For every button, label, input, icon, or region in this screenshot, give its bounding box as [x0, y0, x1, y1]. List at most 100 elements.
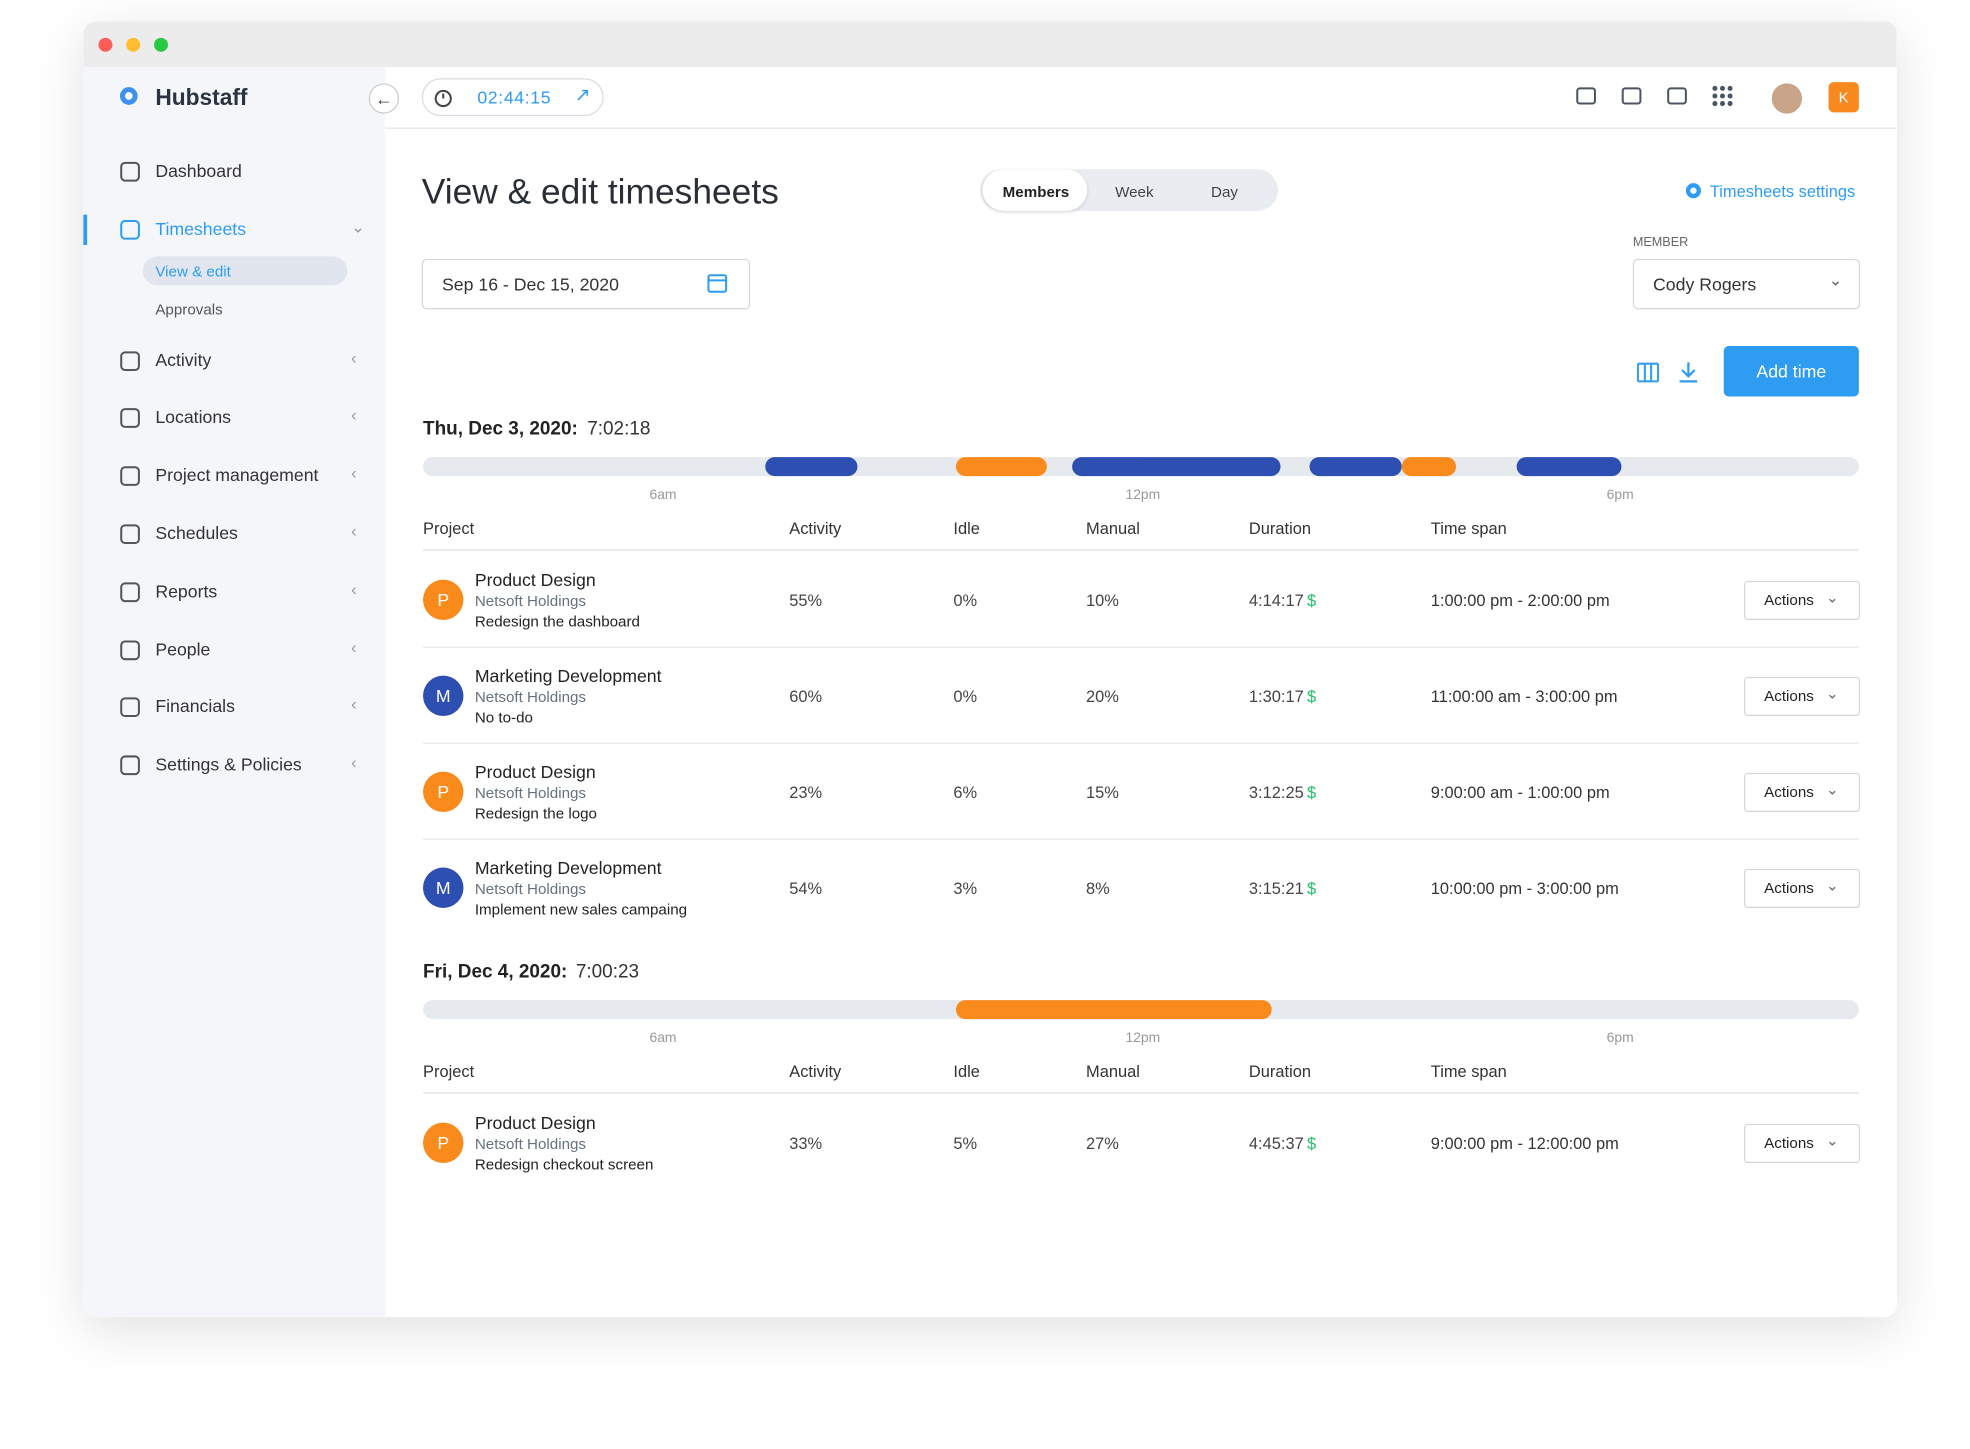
- timeline-label: 6pm: [1606, 1030, 1634, 1046]
- nav-icon: [120, 755, 140, 776]
- collapse-button[interactable]: ←: [368, 83, 400, 114]
- column-header: Project: [423, 1062, 475, 1081]
- timeline-label: 12pm: [1125, 487, 1161, 503]
- timer: 02:44:15: [477, 87, 552, 108]
- billable-indicator: $: [1307, 590, 1317, 610]
- nav-chevron: ‹: [351, 463, 357, 483]
- idle: 3%: [953, 878, 978, 898]
- manual: 15%: [1086, 782, 1119, 802]
- duration: 3:12:25: [1248, 782, 1304, 802]
- timer-open[interactable]: ↗: [574, 84, 591, 107]
- nav-item[interactable]: Activity: [155, 349, 212, 371]
- actions-label[interactable]: Actions: [1764, 686, 1814, 705]
- timeline-segment[interactable]: [765, 457, 858, 477]
- nav-icon: [120, 466, 140, 486]
- actions-label[interactable]: Actions: [1764, 1134, 1814, 1152]
- download-icon: [1679, 362, 1698, 383]
- nav-item[interactable]: Schedules: [155, 522, 238, 544]
- column-header: Time span: [1430, 1062, 1507, 1081]
- timeline-segment[interactable]: [1516, 457, 1622, 477]
- actions-button[interactable]: [1743, 772, 1861, 812]
- view-tab[interactable]: Members: [1002, 183, 1070, 201]
- manual: 20%: [1086, 686, 1119, 706]
- task-name: No to-do: [474, 708, 533, 727]
- nav-chevron: ‹: [351, 521, 357, 541]
- member-chevron: ⌄: [1828, 270, 1843, 290]
- row-divider: [423, 742, 1859, 744]
- settings-link[interactable]: Timesheets settings: [1709, 181, 1856, 201]
- column-header: Duration: [1248, 1062, 1311, 1081]
- timer-pill: [421, 78, 604, 117]
- close-dot[interactable]: [98, 37, 113, 52]
- subnav-item[interactable]: View & edit: [155, 262, 231, 281]
- activity: 23%: [789, 782, 823, 802]
- brand-name: Hubstaff: [155, 84, 248, 110]
- day-total: 7:00:23: [575, 961, 640, 983]
- nav-item[interactable]: People: [155, 638, 211, 660]
- nav-item[interactable]: Reports: [155, 580, 218, 602]
- nav-item[interactable]: Dashboard: [155, 160, 242, 181]
- subnav-item[interactable]: Approvals: [155, 300, 223, 319]
- actions-button[interactable]: [1743, 580, 1861, 621]
- time-span: 9:00:00 pm - 12:00:00 pm: [1430, 1134, 1619, 1153]
- title-bar: [83, 21, 1897, 67]
- day-date: Fri, Dec 4, 2020:: [423, 961, 568, 983]
- project-avatar: P: [423, 579, 464, 621]
- actions-button[interactable]: [1743, 868, 1861, 908]
- project-avatar: M: [423, 867, 464, 908]
- nav-icon: [120, 351, 140, 372]
- nav-chevron: ‹: [351, 348, 357, 368]
- minimize-dot[interactable]: [126, 37, 141, 52]
- active-indicator: [83, 214, 88, 245]
- nav-chevron: ‹: [351, 405, 357, 425]
- billable-indicator: $: [1307, 878, 1317, 898]
- time-span: 9:00:00 am - 1:00:00 pm: [1430, 782, 1610, 802]
- billable-indicator: $: [1307, 1134, 1317, 1153]
- timeline-segment[interactable]: [1072, 457, 1281, 477]
- user-photo[interactable]: [1771, 83, 1803, 114]
- client-name: Netsoft Holdings: [474, 784, 587, 802]
- nav-item[interactable]: Timesheets: [155, 218, 247, 239]
- task-name: Redesign checkout screen: [474, 1155, 654, 1174]
- task-name: Redesign the logo: [474, 804, 597, 823]
- sidebar: [83, 66, 386, 1318]
- timeline-label: 6pm: [1606, 487, 1634, 503]
- org-avatar[interactable]: K: [1828, 82, 1859, 113]
- actions-label[interactable]: Actions: [1764, 782, 1814, 801]
- activity: 55%: [789, 590, 823, 610]
- project-avatar: P: [423, 771, 464, 812]
- column-header: Time span: [1430, 519, 1507, 538]
- nav-item[interactable]: Settings & Policies: [155, 753, 302, 775]
- calendar-icon: [707, 274, 728, 293]
- timer-icon: [434, 89, 452, 108]
- day-date: Thu, Dec 3, 2020:: [423, 417, 578, 440]
- nav-item[interactable]: Financials: [155, 695, 235, 717]
- maximize-dot[interactable]: [154, 37, 168, 52]
- actions-button[interactable]: [1743, 1123, 1861, 1164]
- nav-chevron: ‹: [351, 637, 357, 657]
- view-tab[interactable]: Day: [1211, 183, 1238, 201]
- client-name: Netsoft Holdings: [474, 592, 587, 610]
- actions-button[interactable]: [1743, 676, 1861, 717]
- date-picker[interactable]: [421, 258, 751, 310]
- nav-item[interactable]: Project management: [155, 464, 319, 485]
- nav-item[interactable]: Locations: [155, 406, 232, 427]
- actions-label[interactable]: Actions: [1764, 878, 1814, 897]
- idle: 0%: [953, 590, 978, 610]
- add-time-button[interactable]: Add time: [1723, 346, 1859, 397]
- timeline-segment[interactable]: [1309, 457, 1402, 477]
- timeline-segment[interactable]: [955, 457, 1047, 477]
- actions-label[interactable]: Actions: [1764, 590, 1814, 609]
- topbar-icon: [1621, 87, 1642, 105]
- nav-icon: [120, 524, 140, 545]
- view-tab[interactable]: Week: [1115, 183, 1154, 201]
- timeline-label: 6am: [649, 487, 677, 503]
- member-select[interactable]: [1632, 258, 1861, 310]
- duration: 4:45:37: [1248, 1134, 1304, 1153]
- actions-chevron: ⌄: [1826, 1131, 1839, 1150]
- timeline-segment[interactable]: [1401, 457, 1457, 477]
- column-header: Idle: [953, 519, 980, 538]
- subnav-active-bg: [142, 256, 348, 286]
- timeline-segment[interactable]: [955, 1000, 1272, 1020]
